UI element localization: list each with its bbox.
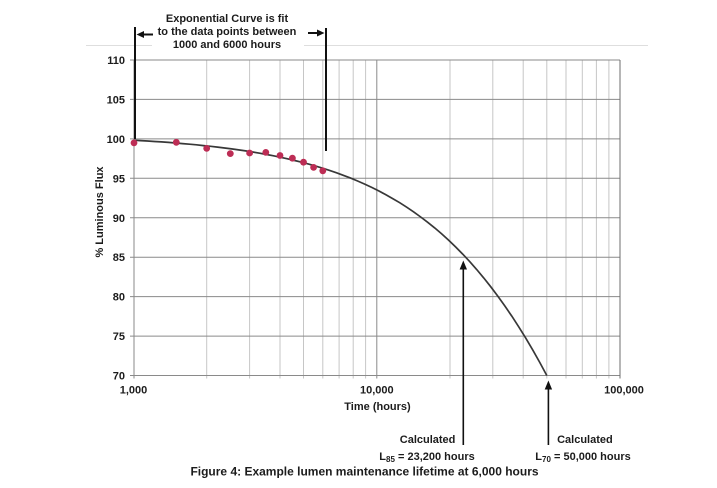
- svg-text:Exponential Curve is fit: Exponential Curve is fit: [166, 13, 289, 25]
- svg-text:105: 105: [107, 94, 125, 106]
- svg-text:100: 100: [107, 134, 125, 146]
- svg-text:1000 and 6000 hours: 1000 and 6000 hours: [173, 39, 281, 51]
- svg-text:Figure 4: Example lumen mainte: Figure 4: Example lumen maintenance life…: [190, 465, 538, 479]
- svg-text:110: 110: [107, 55, 125, 67]
- svg-text:Time (hours): Time (hours): [344, 401, 411, 413]
- svg-text:90: 90: [113, 213, 125, 225]
- svg-text:L85 = 23,200 hours: L85 = 23,200 hours: [379, 451, 474, 464]
- svg-text:Calculated: Calculated: [400, 434, 456, 446]
- svg-text:Calculated: Calculated: [557, 434, 613, 446]
- svg-text:to the data points between: to the data points between: [158, 26, 297, 38]
- svg-text:85: 85: [113, 252, 125, 264]
- svg-text:95: 95: [113, 173, 125, 185]
- svg-text:75: 75: [113, 331, 125, 343]
- svg-text:% Luminous Flux: % Luminous Flux: [94, 166, 106, 258]
- svg-text:70: 70: [113, 371, 125, 383]
- svg-text:L70 = 50,000 hours: L70 = 50,000 hours: [535, 451, 630, 464]
- svg-text:100,000: 100,000: [604, 385, 644, 397]
- svg-text:10,000: 10,000: [360, 385, 394, 397]
- svg-text:80: 80: [113, 292, 125, 304]
- svg-text:1,000: 1,000: [120, 385, 148, 397]
